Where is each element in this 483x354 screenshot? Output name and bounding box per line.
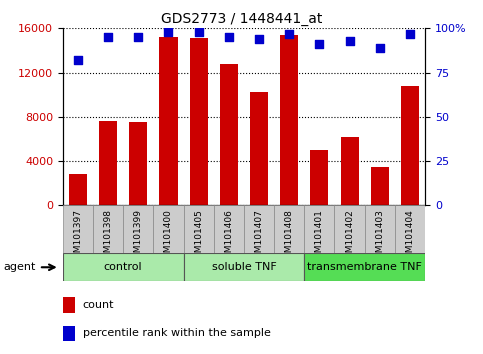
Text: GSM101397: GSM101397 (73, 209, 83, 264)
Bar (304, 253, 425, 281)
Bar (274, 205, 304, 253)
Text: agent: agent (3, 262, 36, 272)
Text: control: control (104, 262, 142, 272)
Bar (311, 150, 328, 205)
Bar (154, 205, 184, 253)
Text: GSM101403: GSM101403 (375, 209, 384, 264)
Bar (93, 205, 123, 253)
Bar (213, 205, 244, 253)
Bar (244, 205, 274, 253)
Bar (123, 205, 154, 253)
Bar (159, 37, 178, 205)
Bar (334, 205, 365, 253)
Point (315, 41, 323, 47)
Text: GSM101404: GSM101404 (405, 209, 414, 264)
Point (195, 29, 202, 35)
Point (134, 34, 142, 40)
Bar (69, 175, 87, 205)
Text: GSM101401: GSM101401 (315, 209, 324, 264)
Text: GDS2773 / 1448441_at: GDS2773 / 1448441_at (161, 12, 322, 27)
Text: GSM101407: GSM101407 (255, 209, 264, 264)
Point (165, 29, 172, 35)
Text: soluble TNF: soluble TNF (212, 262, 276, 272)
Bar (401, 86, 419, 205)
Text: count: count (83, 300, 114, 310)
Point (255, 36, 263, 42)
Bar (63, 253, 184, 281)
Text: GSM101405: GSM101405 (194, 209, 203, 264)
Point (376, 45, 384, 51)
Bar (371, 167, 389, 205)
Text: GSM101408: GSM101408 (284, 209, 294, 264)
Bar (304, 205, 334, 253)
Bar (395, 205, 425, 253)
Text: GSM101399: GSM101399 (134, 209, 143, 264)
Bar (184, 253, 304, 281)
Bar (63, 205, 93, 253)
Bar (280, 35, 298, 205)
Point (225, 34, 233, 40)
Text: GSM101398: GSM101398 (103, 209, 113, 264)
Bar (63, 326, 75, 341)
Text: percentile rank within the sample: percentile rank within the sample (83, 329, 270, 338)
Text: GSM101402: GSM101402 (345, 209, 354, 264)
Bar (99, 121, 117, 205)
Bar (220, 64, 238, 205)
Point (406, 31, 414, 36)
Bar (184, 205, 213, 253)
Point (346, 38, 354, 44)
Bar (341, 137, 358, 205)
Text: transmembrane TNF: transmembrane TNF (307, 262, 422, 272)
Point (104, 34, 112, 40)
Bar (365, 205, 395, 253)
Bar (63, 297, 75, 313)
Text: GSM101406: GSM101406 (224, 209, 233, 264)
Text: GSM101400: GSM101400 (164, 209, 173, 264)
Point (285, 31, 293, 36)
Bar (250, 92, 268, 205)
Bar (189, 38, 208, 205)
Point (74, 57, 82, 63)
Bar (129, 122, 147, 205)
